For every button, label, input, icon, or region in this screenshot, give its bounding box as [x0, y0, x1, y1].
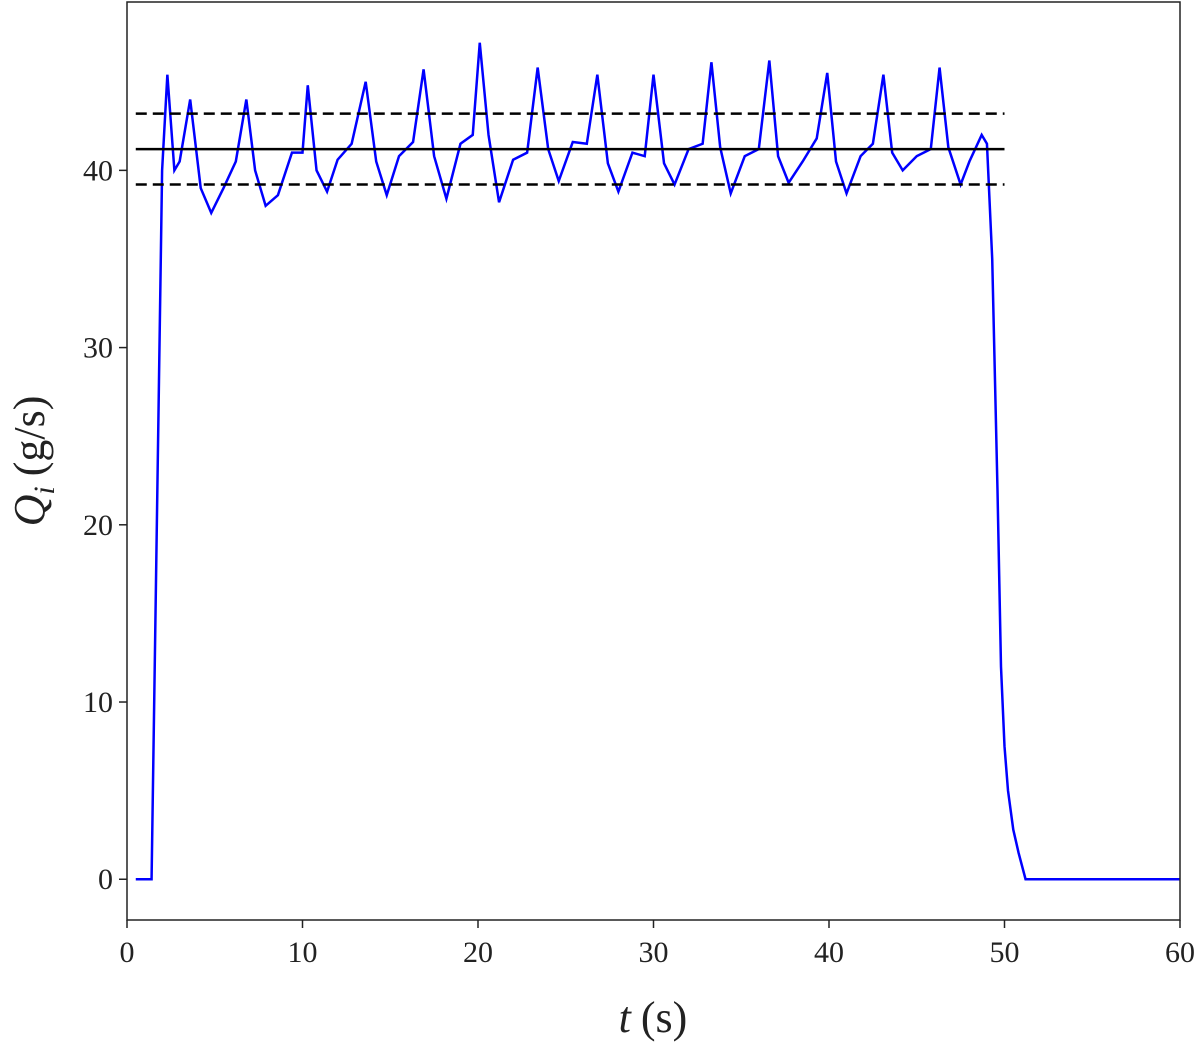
x-tick-label: 50 — [990, 936, 1020, 969]
y-tick-label: 10 — [83, 686, 113, 719]
y-label-unit: (g/s) — [5, 396, 54, 477]
x-tick-label: 30 — [639, 936, 669, 969]
y-tick-label: 30 — [83, 332, 113, 365]
x-tick-label: 10 — [288, 936, 318, 969]
x-tick-label: 0 — [120, 936, 135, 969]
y-tick-label: 20 — [83, 509, 113, 542]
x-tick-label: 40 — [814, 936, 844, 969]
x-label-symbol: t — [619, 993, 633, 1042]
plot-frame — [126, 1, 1181, 921]
y-tick-label: 0 — [98, 863, 113, 896]
y-label-subscript: i — [28, 486, 61, 494]
y-tick-label: 40 — [83, 154, 113, 187]
x-label-unit: (s) — [641, 993, 687, 1042]
y-label-symbol: Q — [5, 495, 54, 527]
y-axis-label: Qi (g/s) — [5, 396, 61, 527]
x-tick-label: 60 — [1165, 936, 1195, 969]
x-axis-label: t (s) — [619, 993, 688, 1042]
series-line — [135, 42, 1180, 881]
x-tick-label: 20 — [463, 936, 493, 969]
